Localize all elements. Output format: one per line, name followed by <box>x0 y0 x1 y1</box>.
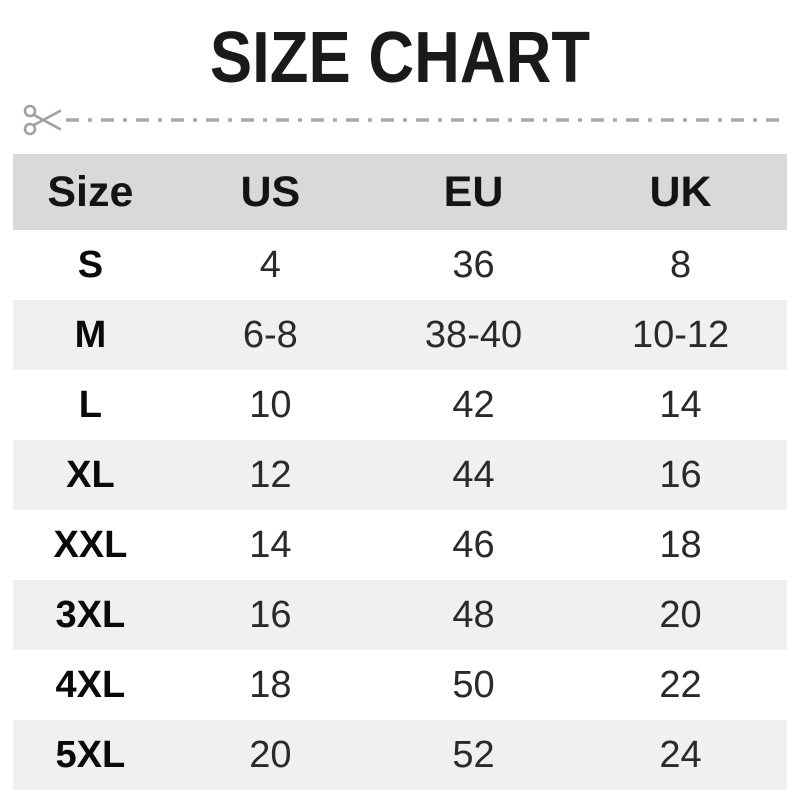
us-cell: 20 <box>249 733 292 776</box>
table-row: M 6-8 38-40 10-12 <box>13 300 787 370</box>
dashed-cut-line <box>66 118 786 122</box>
eu-cell: 44 <box>452 453 495 496</box>
uk-cell: 10-12 <box>631 313 730 356</box>
us-cell: 18 <box>249 663 292 706</box>
us-cell: 4 <box>259 243 281 286</box>
us-cell: 10 <box>249 383 292 426</box>
header-uk: UK <box>649 167 712 216</box>
table-row: 5XL 20 52 24 <box>13 720 787 790</box>
size-cell: XL <box>66 453 115 496</box>
us-cell: 14 <box>249 523 292 566</box>
eu-cell: 38-40 <box>424 313 523 356</box>
eu-cell: 52 <box>452 733 495 776</box>
table-header-row: Size US EU UK <box>13 154 787 230</box>
eu-cell: 36 <box>452 243 495 286</box>
uk-cell: 20 <box>659 593 702 636</box>
scissors-icon <box>23 104 62 136</box>
size-table: Size US EU UK S 4 36 8 M 6-8 38-40 10-12… <box>13 154 787 790</box>
uk-cell: 22 <box>659 663 702 706</box>
eu-cell: 50 <box>452 663 495 706</box>
uk-cell: 18 <box>659 523 702 566</box>
size-cell: 5XL <box>55 733 126 776</box>
us-cell: 16 <box>249 593 292 636</box>
size-cell: 4XL <box>55 663 126 706</box>
size-cell: L <box>78 383 102 426</box>
table-row: XXL 14 46 18 <box>13 510 787 580</box>
eu-cell: 46 <box>452 523 495 566</box>
uk-cell: 14 <box>659 383 702 426</box>
table-row: XL 12 44 16 <box>13 440 787 510</box>
table-row: 4XL 18 50 22 <box>13 650 787 720</box>
table-row: L 10 42 14 <box>13 370 787 440</box>
table-row: S 4 36 8 <box>13 230 787 300</box>
size-chart-page: SIZE CHART Size US EU UK S 4 36 8 M 6-8 <box>0 22 800 800</box>
eu-cell: 42 <box>452 383 495 426</box>
header-us: US <box>240 167 301 216</box>
size-cell: 3XL <box>55 593 126 636</box>
size-cell: XXL <box>53 523 128 566</box>
uk-cell: 16 <box>659 453 702 496</box>
table-row: 3XL 16 48 20 <box>13 580 787 650</box>
size-cell: M <box>74 313 107 356</box>
cut-line <box>22 100 786 140</box>
uk-cell: 8 <box>669 243 692 286</box>
us-cell: 12 <box>249 453 292 496</box>
size-cell: S <box>77 243 104 286</box>
header-size: Size <box>47 167 134 216</box>
uk-cell: 24 <box>659 733 702 776</box>
header-eu: EU <box>443 167 504 216</box>
eu-cell: 48 <box>452 593 495 636</box>
page-title: SIZE CHART <box>209 18 591 98</box>
us-cell: 6-8 <box>242 313 298 356</box>
